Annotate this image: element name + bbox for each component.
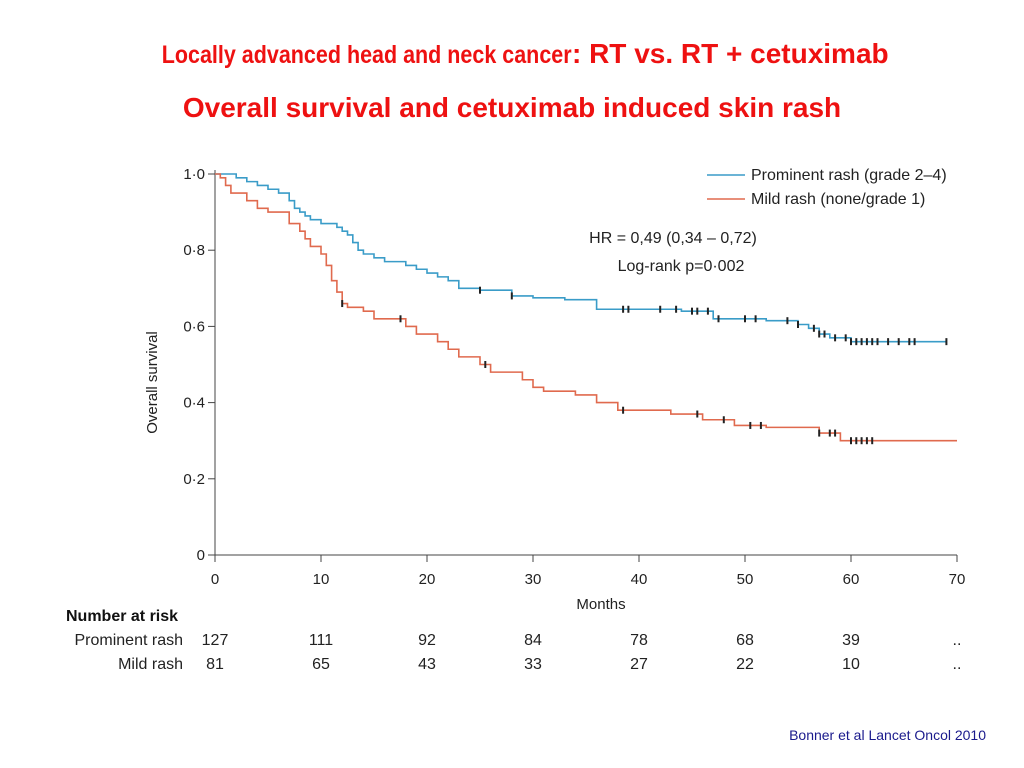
y-tick-label: 0·2	[183, 471, 205, 488]
risk-value: 127	[202, 632, 229, 649]
risk-value: 111	[309, 632, 333, 649]
risk-value: 22	[736, 656, 754, 673]
legend-label: Prominent rash (grade 2–4)	[751, 167, 947, 184]
x-tick-label: 0	[211, 571, 219, 588]
risk-value: 27	[630, 656, 648, 673]
x-tick-label: 30	[525, 571, 542, 588]
risk-value: 33	[524, 656, 542, 673]
x-tick-label: 40	[631, 571, 648, 588]
x-tick-label: 50	[737, 571, 754, 588]
number-at-risk-header: Number at risk	[66, 608, 178, 625]
risk-value: ..	[953, 632, 962, 649]
x-tick-label: 70	[949, 571, 966, 588]
risk-value: 68	[736, 632, 754, 649]
citation: Bonner et al Lancet Oncol 2010	[789, 727, 986, 743]
chart-legend: Prominent rash (grade 2–4) Mild rash (non…	[589, 167, 946, 275]
slide-title-part1: Locally advanced head and neck cancer	[162, 41, 572, 69]
x-tick-label: 10	[313, 571, 330, 588]
risk-value: 81	[206, 656, 224, 673]
y-tick-label: 1·0	[183, 166, 205, 183]
chart-curves	[215, 173, 957, 445]
risk-value: 39	[842, 632, 860, 649]
slide-subtitle: Overall survival and cetuximab induced s…	[182, 92, 842, 123]
survival-chart: 0 0·2 0·4 0·6 0·8 1·0 0 10 20 30 40 50 60 70 Months Ove…	[66, 166, 965, 673]
y-tick-label: 0·6	[183, 318, 205, 335]
risk-value: 92	[418, 632, 436, 649]
risk-value: 78	[630, 632, 648, 649]
hazard-ratio-annotation: HR = 0,49 (0,34 – 0,72)	[589, 230, 757, 247]
risk-value: 10	[842, 656, 860, 673]
risk-value: ..	[953, 656, 962, 673]
slide-title: Locally advanced head and neck cancer: R…	[0, 38, 1024, 70]
risk-row-label: Prominent rash	[75, 632, 184, 649]
risk-value: 65	[312, 656, 330, 673]
log-rank-annotation: Log-rank p=0·002	[618, 258, 745, 275]
km-curve-series-2	[215, 173, 957, 442]
chart-axes: 0 0·2 0·4 0·6 0·8 1·0 0 10 20 30 40 50 60 70 Months Ove…	[144, 166, 965, 613]
x-tick-label: 60	[843, 571, 860, 588]
slide-title-part2: : RT vs. RT + cetuximab	[571, 38, 889, 69]
legend-label: Mild rash (none/grade 1)	[751, 191, 925, 208]
y-tick-label: 0	[197, 547, 205, 564]
x-axis-label: Months	[576, 596, 625, 613]
x-tick-label: 20	[419, 571, 436, 588]
risk-row-label: Mild rash	[118, 656, 183, 673]
number-at-risk-table: Number at risk Prominent rash 127 111 92 84 78…	[66, 608, 961, 673]
y-tick-label: 0·4	[183, 395, 205, 412]
risk-value: 84	[524, 632, 542, 649]
y-axis-label: Overall survival	[144, 331, 161, 434]
km-curve-series-1	[215, 173, 947, 343]
y-tick-label: 0·8	[183, 242, 205, 259]
risk-value: 43	[418, 656, 436, 673]
